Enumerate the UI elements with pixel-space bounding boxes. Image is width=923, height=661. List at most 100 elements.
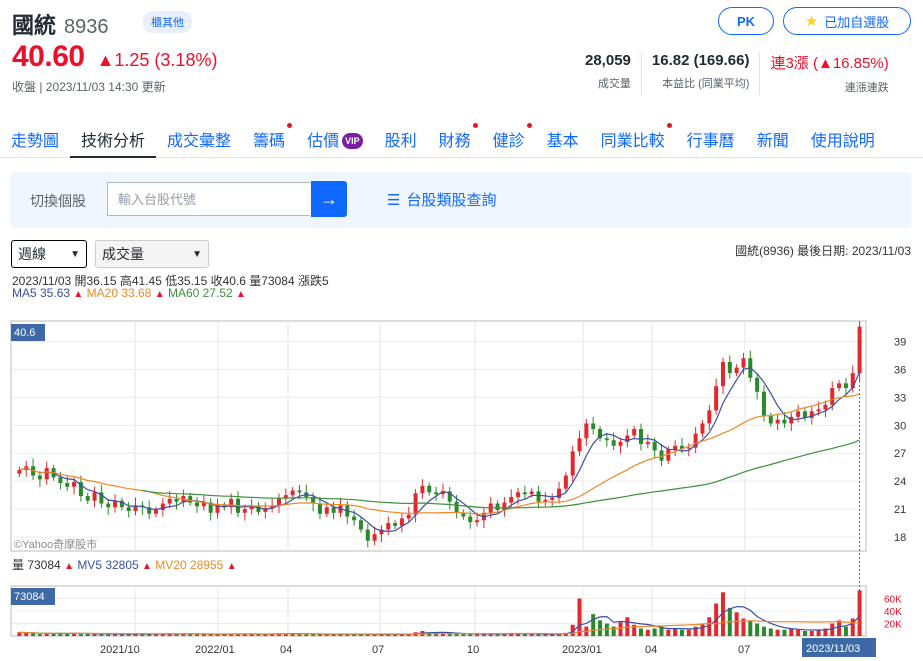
- candle-body: [37, 475, 42, 480]
- volume-bar: [645, 629, 650, 636]
- candle-body: [632, 429, 637, 436]
- period-select[interactable]: 週線 ▼: [11, 240, 87, 268]
- volume-bar: [693, 626, 698, 636]
- candle-body: [591, 423, 596, 430]
- volume-bar: [707, 617, 712, 636]
- volume-bar: [577, 598, 582, 636]
- candle-body: [809, 411, 814, 418]
- volume-bar: [58, 632, 63, 636]
- indicator-select[interactable]: 成交量 ▼: [95, 240, 209, 268]
- tab-chips[interactable]: 籌碼: [242, 118, 296, 158]
- watchlist-button[interactable]: ★ 已加自選股: [783, 7, 911, 35]
- notification-dot: [472, 123, 478, 128]
- volume-label-box: [11, 588, 55, 605]
- candle-body: [543, 499, 548, 502]
- volume-bar: [659, 626, 664, 636]
- tab-valuation[interactable]: 估價 VIP: [296, 118, 374, 158]
- tab-label: 估價: [307, 133, 340, 150]
- candle-body: [502, 502, 507, 511]
- volume-bar: [393, 634, 398, 636]
- tab-dividend[interactable]: 股利: [374, 118, 428, 158]
- tab-finance[interactable]: 財務: [428, 118, 482, 158]
- candle-body: [92, 492, 97, 501]
- candle-body: [324, 507, 329, 514]
- price-tick-label: 21: [894, 504, 906, 516]
- stat-volume-value: 28,059: [585, 52, 631, 69]
- candle-body: [17, 469, 22, 474]
- volume-bar: [679, 629, 684, 636]
- candle-body: [604, 438, 609, 441]
- candle-body: [823, 404, 828, 410]
- candle-body: [666, 449, 671, 461]
- volume-bar: [372, 634, 377, 636]
- tab-trend[interactable]: 走勢圖: [0, 118, 70, 158]
- candle-body: [700, 423, 705, 434]
- candle-body: [850, 373, 855, 389]
- volume-bar: [434, 632, 439, 636]
- candle-body: [557, 488, 562, 498]
- tab-health[interactable]: 健診: [482, 118, 536, 158]
- volume-info: 量 73084 ▲ MV5 32805 ▲ MV20 28955 ▲: [12, 556, 237, 573]
- candle-body: [126, 507, 131, 511]
- candle-body: [331, 507, 336, 513]
- candle-body: [372, 534, 377, 541]
- volume-bar: [324, 634, 329, 636]
- last-price: 40.60: [12, 40, 85, 73]
- period-value: 週線: [18, 246, 46, 262]
- volume-bar: [673, 628, 678, 636]
- tab-peers[interactable]: 同業比較: [590, 118, 676, 158]
- tab-technical[interactable]: 技術分析: [70, 118, 157, 158]
- search-submit-button[interactable]: →: [311, 181, 347, 217]
- candle-body: [420, 485, 425, 494]
- candle-body: [147, 507, 152, 514]
- candle-body: [768, 415, 773, 424]
- volume-bar: [741, 618, 746, 636]
- candle-body: [611, 440, 616, 446]
- x-axis-label: 2023/01: [562, 644, 602, 656]
- candle-body: [242, 509, 247, 513]
- tab-news[interactable]: 新聞: [746, 118, 800, 158]
- volume-bar: [734, 612, 739, 636]
- volume-bar: [502, 633, 507, 636]
- x-axis-label: 2021/10: [100, 644, 140, 656]
- volume-bar: [440, 633, 445, 636]
- volume-bar: [195, 634, 200, 636]
- candle-body: [270, 505, 275, 509]
- pk-button[interactable]: PK: [718, 7, 774, 35]
- stock-name: 國統: [12, 13, 57, 38]
- tab-label: 行事曆: [686, 133, 735, 150]
- volume-bar: [789, 628, 794, 636]
- tab-basic[interactable]: 基本: [536, 118, 590, 158]
- category-lookup-link[interactable]: ☰ 台股類股查詢: [387, 189, 496, 210]
- volume-bar: [796, 629, 801, 636]
- candle-body: [447, 491, 452, 502]
- volume-bar: [509, 633, 514, 636]
- tab-nav: 走勢圖 技術分析 成交彙整 籌碼 估價 VIP 股利 財務 健診 基本 同業比較 …: [0, 118, 923, 158]
- x-axis-label: 10: [467, 644, 479, 656]
- tab-label: 健診: [492, 133, 525, 150]
- volume-bar: [167, 633, 172, 636]
- candle-body: [208, 502, 213, 513]
- volume-bar: [345, 634, 350, 636]
- stat-streak-label: 連漲連跌: [844, 82, 889, 94]
- tab-trades[interactable]: 成交彙整: [156, 118, 242, 158]
- volume-bar: [755, 623, 760, 636]
- stat-pe-value: 16.82 (169.66): [651, 52, 750, 69]
- mv5-value: MV5 32805: [77, 558, 139, 572]
- candle-body: [454, 501, 459, 513]
- candle-body: [741, 358, 746, 368]
- tab-label: 籌碼: [253, 133, 286, 150]
- stock-search-input[interactable]: [107, 182, 310, 216]
- ma60-line: [142, 439, 860, 509]
- volume-bar: [24, 632, 29, 636]
- watermark-text: ©Yahoo奇摩股市: [14, 537, 97, 551]
- category-tag[interactable]: 櫃其他: [143, 11, 192, 33]
- volume-bar: [379, 634, 384, 636]
- tab-help[interactable]: 使用說明: [800, 118, 886, 158]
- volume-bar: [522, 634, 527, 636]
- tab-calendar[interactable]: 行事曆: [676, 118, 746, 158]
- candle-body: [133, 505, 138, 511]
- candle-body: [625, 435, 630, 443]
- cursor-date-box: [802, 638, 876, 657]
